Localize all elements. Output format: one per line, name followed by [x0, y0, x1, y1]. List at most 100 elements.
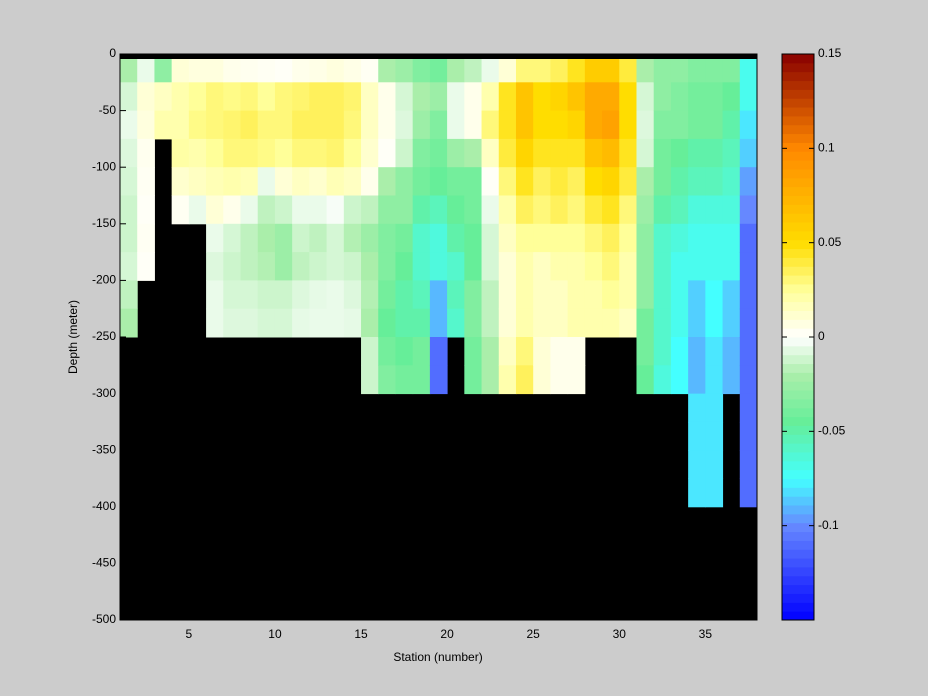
heatmap-cell — [240, 82, 259, 112]
heatmap-cell — [636, 82, 655, 112]
heatmap-cell — [636, 167, 655, 196]
heatmap-cell — [206, 110, 224, 140]
heatmap-cell — [705, 450, 724, 479]
colorbar-tick-label: 0.1 — [818, 141, 835, 155]
heatmap-cell — [653, 82, 672, 112]
heatmap-cell — [447, 223, 465, 253]
heatmap-cell — [515, 223, 534, 253]
heatmap-cell — [447, 308, 465, 338]
colorbar-swatch — [782, 549, 814, 559]
heatmap-cell — [326, 138, 345, 168]
heatmap-cell — [688, 280, 706, 310]
heatmap-cell — [223, 110, 242, 140]
heatmap-cell — [481, 54, 500, 83]
heatmap-cell — [326, 167, 345, 196]
heatmap-cell — [412, 337, 431, 366]
heatmap-cell — [154, 54, 173, 83]
colorbar-tick-label: 0 — [818, 329, 825, 343]
heatmap-cell — [515, 337, 534, 366]
heatmap-cell — [602, 110, 620, 140]
heatmap-cell — [274, 252, 293, 281]
colorbar-swatch — [782, 142, 814, 152]
colorbar-swatch — [782, 266, 814, 276]
heatmap-cell — [722, 110, 741, 140]
heatmap-cell — [636, 252, 655, 281]
heatmap-cell — [378, 365, 396, 395]
heatmap-cell — [464, 252, 483, 281]
heatmap-cell — [412, 138, 431, 168]
heatmap-cell — [739, 365, 758, 395]
y-tick-label: 0 — [109, 46, 116, 60]
colorbar-swatch — [782, 460, 814, 471]
heatmap-cell — [274, 280, 293, 310]
y-tick-label: -400 — [92, 499, 116, 513]
heatmap-cell — [688, 393, 706, 423]
y-axis-label: Depth (meter) — [66, 300, 80, 374]
heatmap-cell — [240, 252, 259, 281]
heatmap-cell — [326, 195, 345, 225]
heatmap-cell — [292, 167, 310, 196]
heatmap-cell — [137, 223, 155, 253]
heatmap-cell — [567, 138, 586, 168]
heatmap-cell — [240, 167, 259, 196]
heatmap-cell — [481, 280, 500, 310]
heatmap-cell — [412, 54, 431, 83]
colorbar-swatch — [782, 177, 814, 188]
heatmap-cell — [395, 337, 414, 366]
y-tick-label: -50 — [99, 103, 117, 117]
heatmap-cell — [602, 82, 620, 112]
heatmap-cell — [361, 337, 379, 366]
heatmap-cell — [206, 280, 224, 310]
heatmap-cell — [722, 223, 741, 253]
colorbar-swatch — [782, 54, 814, 64]
heatmap-cell — [464, 138, 483, 168]
heatmap-cell — [378, 308, 396, 338]
heatmap-cell — [378, 110, 396, 140]
colorbar-swatch — [782, 151, 814, 161]
heatmap-cell — [257, 138, 276, 168]
heatmap-cell — [653, 308, 672, 338]
heatmap-cell — [206, 167, 224, 196]
heatmap-cell — [481, 337, 500, 366]
heatmap-cell — [223, 138, 242, 168]
heatmap-cell — [257, 110, 276, 140]
heatmap-cell — [120, 223, 138, 253]
heatmap-cell — [361, 365, 379, 395]
colorbar-swatch — [782, 115, 814, 126]
y-tick-label: -250 — [92, 329, 116, 343]
y-tick-label: -100 — [92, 159, 116, 173]
heatmap-cell — [481, 82, 500, 112]
heatmap-cell — [343, 167, 362, 196]
heatmap-cell — [361, 110, 379, 140]
heatmap-cell — [670, 138, 689, 168]
heatmap-cell — [739, 252, 758, 281]
heatmap-cell — [688, 223, 706, 253]
heatmap-cell — [464, 337, 483, 366]
heatmap-cell — [274, 110, 293, 140]
heatmap-cell — [188, 167, 207, 196]
colorbar-swatch — [782, 337, 814, 347]
heatmap-cell — [722, 195, 741, 225]
heatmap-cell — [739, 54, 758, 83]
heatmap-cell — [670, 308, 689, 338]
heatmap-cell — [653, 54, 672, 83]
heatmap-cell — [498, 138, 517, 168]
heatmap-cell — [361, 54, 379, 83]
heatmap-cell — [292, 195, 310, 225]
heatmap-cell — [670, 280, 689, 310]
heatmap-cell — [619, 252, 637, 281]
heatmap-cell — [361, 280, 379, 310]
colorbar-swatch — [782, 71, 814, 82]
heatmap-cell — [705, 195, 724, 225]
heatmap-cell — [292, 308, 310, 338]
heatmap-cell — [567, 337, 586, 366]
heatmap-cell — [378, 195, 396, 225]
heatmap-cell — [326, 308, 345, 338]
heatmap-cell — [567, 54, 586, 83]
heatmap-cell — [395, 54, 414, 83]
colorbar-swatch — [782, 443, 814, 453]
heatmap-cell — [567, 280, 586, 310]
heatmap-cell — [550, 110, 569, 140]
heatmap-cell — [584, 82, 603, 112]
